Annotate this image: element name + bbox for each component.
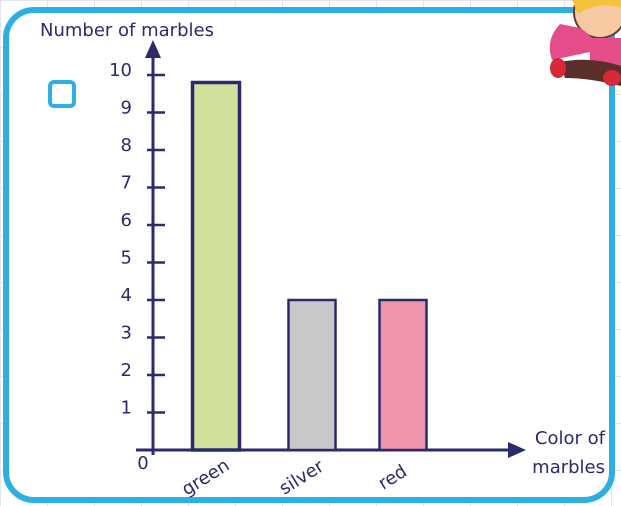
worksheet: Number of marbles 012345678910greensilve…: [0, 0, 621, 506]
bar: [193, 83, 240, 451]
y-tick-label: 5: [121, 248, 132, 269]
y-tick-label: 9: [121, 98, 132, 119]
bar: [289, 300, 336, 450]
y-tick-label: 3: [121, 323, 132, 344]
y-axis-title: Number of marbles: [40, 20, 214, 41]
bar: [380, 300, 427, 450]
y-tick-label: 2: [121, 360, 132, 381]
y-tick-label: 7: [121, 173, 132, 194]
y-tick-label: 0: [137, 453, 148, 474]
x-axis-title: Color of marbles: [505, 424, 605, 482]
y-tick-label: 6: [121, 210, 132, 231]
y-tick-label: 4: [121, 285, 132, 306]
y-tick-label: 1: [121, 398, 132, 419]
y-tick-label: 10: [109, 60, 132, 81]
y-tick-label: 8: [121, 135, 132, 156]
